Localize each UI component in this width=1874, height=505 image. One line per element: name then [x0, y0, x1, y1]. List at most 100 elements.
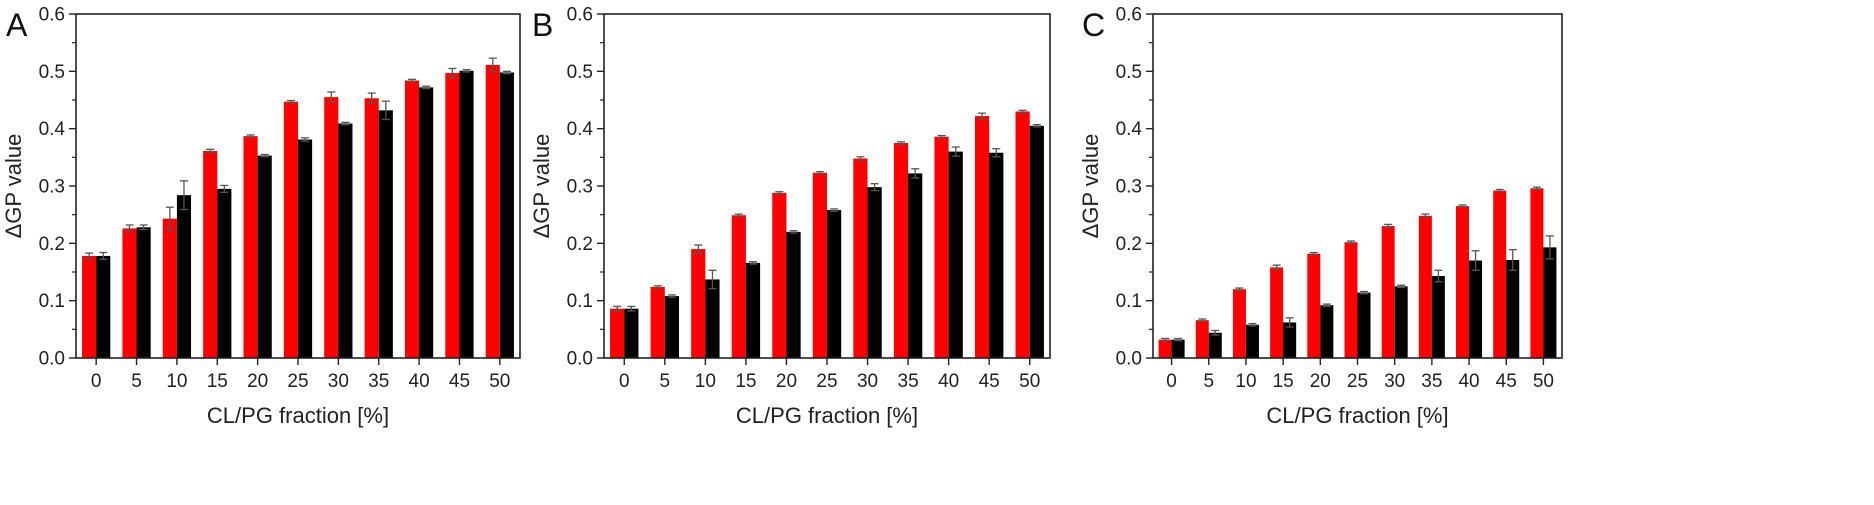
error-bar-series1-30 [1384, 223, 1393, 229]
error-bar-series1-5 [1198, 318, 1207, 322]
error-bar-series1-10 [1235, 287, 1244, 291]
y-tick-label: 0.3 [567, 177, 593, 198]
bar-series2-30 [338, 123, 353, 358]
x-tick-label: 50 [1533, 371, 1554, 392]
bar-series1-15 [203, 151, 218, 358]
bar-series2-50 [1029, 125, 1044, 358]
bar-series1-40 [1456, 206, 1470, 358]
bar-series2-20 [1320, 305, 1334, 358]
bar-series2-15 [1283, 322, 1297, 358]
bar-series1-20 [243, 136, 258, 358]
bar-series1-45 [445, 73, 460, 359]
y-tick-label: 0.6 [1116, 5, 1142, 26]
bar-series1-50 [1015, 111, 1030, 358]
x-axis-title: CL/PG fraction [%] [1266, 403, 1448, 428]
x-tick-label: 20 [776, 371, 797, 392]
bar-series1-0 [1158, 339, 1172, 358]
x-axis-title: CL/PG fraction [%] [207, 403, 389, 428]
error-bar-series2-35 [381, 100, 390, 121]
error-bar-series1-10 [694, 244, 703, 254]
x-tick-label: 5 [131, 371, 142, 392]
bar-series1-40 [404, 80, 420, 358]
error-bar-series1-35 [896, 141, 905, 145]
y-tick-label: 0.1 [1116, 291, 1142, 312]
error-bar-series1-40 [937, 134, 946, 139]
bar-series1-30 [1381, 226, 1395, 358]
bar-series2-20 [786, 231, 801, 358]
bar-series2-5 [664, 296, 680, 358]
y-tick-label: 0.5 [567, 62, 593, 83]
x-tick-label: 35 [368, 371, 389, 392]
chart-panel-a: 0.0 0.1 0.2 0.3 0.4 0.5 0.6 0 5 10 15 20 25 30 35 40 45 5… [1, 5, 521, 428]
x-tick-label: 50 [1019, 371, 1040, 392]
error-bar-series2-0 [99, 251, 108, 261]
error-bar-series2-0 [1174, 337, 1183, 342]
bar-series2-35 [378, 110, 393, 358]
bar-series1-15 [731, 215, 746, 358]
bar-series1-35 [893, 143, 909, 358]
x-tick-label: 25 [816, 371, 837, 392]
bar-series1-5 [122, 228, 137, 358]
x-tick-label: 40 [409, 371, 430, 392]
x-tick-label: 15 [1273, 371, 1294, 392]
bar-series1-15 [1270, 267, 1284, 358]
bar-series2-15 [745, 262, 761, 358]
x-tick-label: 5 [1203, 371, 1214, 392]
x-tick-label: 45 [1496, 371, 1517, 392]
bar-series1-5 [1195, 320, 1209, 358]
bar-series1-30 [853, 158, 868, 358]
chart-panel-b: 0.0 0.1 0.2 0.3 0.4 0.5 0.6 0 5 10 15 20 25 30 35 40 45 5… [529, 5, 1051, 428]
bar-series1-50 [1530, 188, 1544, 358]
bar-series2-45 [459, 70, 474, 358]
error-bar-series2-5 [139, 224, 148, 231]
x-tick-label: 5 [660, 371, 671, 392]
bar-series1-35 [1418, 215, 1432, 358]
y-tick-label: 0.3 [39, 177, 65, 198]
bar-series2-45 [989, 152, 1004, 358]
error-bar-series1-50 [1532, 186, 1541, 191]
error-bar-series2-30 [870, 183, 879, 192]
panel-letter: B [532, 7, 553, 43]
bar-series1-50 [485, 65, 500, 358]
panel-letter: C [1082, 7, 1105, 43]
error-bar-series1-25 [286, 99, 295, 104]
error-bar-series1-0 [1161, 337, 1170, 342]
error-bar-series2-15 [749, 261, 758, 265]
y-tick-label: 0.0 [567, 349, 593, 370]
error-bar-series2-50 [1545, 235, 1554, 260]
error-bar-series2-0 [627, 305, 636, 312]
bar-series2-40 [948, 151, 963, 358]
bar-series2-5 [136, 227, 151, 358]
x-tick-label: 25 [287, 371, 308, 392]
y-tick-label: 0.5 [1116, 62, 1142, 83]
bar-series2-15 [217, 188, 232, 358]
error-bar-series2-15 [220, 184, 229, 193]
error-bar-series1-35 [367, 92, 376, 105]
x-tick-label: 10 [1235, 371, 1256, 392]
y-tick-label: 0.2 [1116, 234, 1142, 255]
y-tick-label: 0.0 [39, 349, 65, 370]
y-tick-label: 0.6 [39, 5, 65, 26]
error-bar-series1-25 [815, 171, 824, 175]
error-bar-series2-5 [667, 294, 676, 298]
x-tick-label: 15 [735, 371, 756, 392]
bar-series1-25 [283, 101, 298, 358]
bar-series2-25 [1357, 292, 1371, 358]
x-tick-label: 0 [91, 371, 102, 392]
error-bar-series1-20 [775, 191, 784, 195]
error-bar-series1-0 [613, 305, 622, 312]
bar-series1-45 [1493, 190, 1507, 358]
error-bar-series1-5 [653, 285, 662, 289]
bar-series1-25 [812, 172, 827, 358]
error-bar-series1-45 [448, 67, 457, 79]
bar-series2-40 [1469, 260, 1483, 358]
error-bar-series2-45 [1508, 248, 1517, 271]
x-tick-label: 45 [979, 371, 1000, 392]
error-bar-series1-50 [1018, 109, 1027, 114]
bar-series2-30 [1394, 286, 1408, 358]
y-tick-label: 0.6 [567, 5, 593, 26]
error-bar-series1-25 [1346, 240, 1355, 244]
error-bar-series2-20 [260, 153, 269, 158]
bar-series1-0 [82, 255, 97, 358]
